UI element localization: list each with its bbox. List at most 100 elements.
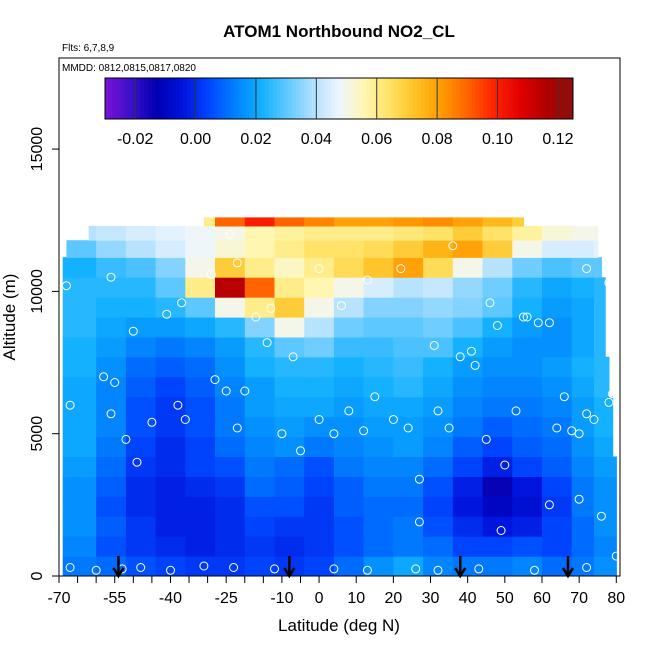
heatmap-cell bbox=[571, 456, 595, 477]
heatmap-cell bbox=[542, 396, 573, 418]
heatmap-cell bbox=[423, 476, 454, 497]
heatmap-cell bbox=[62, 257, 97, 278]
heatmap-cell bbox=[333, 277, 365, 298]
dates-label: MMDD: 0812,0815,0817,0820 bbox=[62, 63, 196, 74]
heatmap-cell bbox=[96, 297, 127, 318]
heatmap-cell bbox=[215, 277, 246, 298]
heatmap-cell bbox=[512, 225, 543, 241]
heatmap-cell bbox=[542, 476, 573, 497]
colorbar-segment bbox=[167, 78, 172, 119]
sample-point bbox=[485, 298, 495, 308]
heatmap-cell bbox=[333, 257, 365, 278]
heatmap-cell bbox=[274, 317, 305, 338]
sample-point bbox=[314, 415, 324, 424]
colorbar-segment bbox=[530, 78, 535, 119]
colorbar-segment bbox=[514, 78, 519, 119]
colorbar-segment bbox=[405, 78, 410, 119]
heatmap-cell bbox=[423, 416, 454, 438]
heatmap-cell bbox=[571, 356, 595, 378]
colorbar-segment bbox=[179, 78, 184, 119]
colorbar-segment bbox=[335, 78, 340, 119]
heatmap-cell bbox=[125, 396, 157, 418]
heatmap-cell bbox=[571, 476, 595, 497]
heatmap-cell bbox=[333, 436, 365, 457]
heatmap-cell bbox=[125, 277, 157, 298]
heatmap-cell bbox=[244, 456, 276, 477]
heatmap-cell bbox=[62, 496, 97, 517]
sample-point bbox=[530, 565, 539, 575]
heatmap-cell bbox=[393, 356, 424, 378]
colorbar-segment bbox=[366, 78, 371, 119]
y-tick-label: 10000 bbox=[29, 269, 46, 314]
heatmap-cell bbox=[542, 317, 573, 338]
heatmap-cell bbox=[333, 376, 365, 398]
heatmap-cell bbox=[571, 396, 595, 418]
colorbar-segment bbox=[565, 78, 570, 119]
heatmap-cell bbox=[512, 356, 543, 378]
heatmap-cell bbox=[512, 516, 543, 537]
colorbar-segment bbox=[424, 78, 430, 119]
heatmap-cell bbox=[185, 225, 216, 241]
sample-point bbox=[433, 565, 443, 575]
heatmap-cell bbox=[482, 536, 513, 557]
heatmap-cell bbox=[393, 536, 424, 557]
heatmap-cell bbox=[215, 217, 246, 227]
heatmap-cell bbox=[185, 516, 216, 537]
heatmap-cell bbox=[363, 416, 394, 438]
heatmap-cell bbox=[185, 240, 216, 258]
sample-point bbox=[132, 457, 142, 467]
heatmap-cell bbox=[96, 516, 127, 537]
heatmap-cell bbox=[482, 456, 513, 477]
colorbar-segment bbox=[569, 78, 574, 119]
heatmap-cell bbox=[594, 476, 617, 497]
colorbar-segment bbox=[132, 78, 137, 119]
heatmap-cell bbox=[512, 336, 543, 358]
heatmap-cell bbox=[215, 476, 246, 497]
heatmap-cell bbox=[274, 297, 305, 318]
heatmap-cell bbox=[88, 225, 97, 241]
heatmap-cell bbox=[542, 297, 573, 318]
heatmap-cell bbox=[274, 476, 305, 497]
colorbar-segment bbox=[534, 78, 539, 119]
colorbar-segment bbox=[350, 78, 356, 119]
colorbar-segment bbox=[268, 78, 274, 119]
chart-title: ATOM1 Northbound NO2_CL bbox=[223, 22, 455, 41]
heatmap-cell bbox=[393, 376, 424, 398]
heatmap-cell bbox=[452, 217, 484, 227]
heatmap-cell bbox=[542, 225, 573, 241]
heatmap-cell bbox=[393, 240, 424, 258]
colorbar-segment bbox=[432, 78, 437, 119]
heatmap-cell bbox=[482, 416, 513, 438]
sample-point bbox=[61, 281, 71, 291]
heatmap-cell bbox=[62, 297, 97, 318]
heatmap-cell bbox=[96, 257, 127, 278]
heatmap-cell bbox=[155, 456, 186, 477]
colorbar-segment bbox=[463, 78, 469, 119]
heatmap-cell bbox=[482, 556, 513, 576]
colorbar-segment bbox=[413, 78, 418, 119]
heatmap-cell bbox=[542, 496, 573, 517]
heatmap-cell bbox=[393, 317, 424, 338]
heatmap-cell bbox=[482, 356, 513, 378]
heatmap-cell bbox=[244, 336, 276, 358]
heatmap-cell bbox=[304, 225, 335, 241]
heatmap-cell bbox=[594, 536, 617, 557]
heatmap-cell bbox=[96, 416, 127, 438]
heatmap-cell bbox=[62, 536, 97, 557]
heatmap-cell bbox=[155, 396, 186, 418]
heatmap-cell bbox=[244, 436, 276, 457]
heatmap-cell bbox=[594, 277, 606, 298]
heatmap-cell bbox=[244, 225, 276, 241]
heatmap-cell bbox=[363, 496, 394, 517]
sample-point bbox=[121, 434, 131, 444]
heatmap-cell bbox=[96, 476, 127, 497]
heatmap-cell bbox=[482, 496, 513, 517]
heatmap-cell bbox=[274, 376, 305, 398]
colorbar-segment bbox=[225, 78, 231, 119]
colorbar-segment bbox=[549, 78, 554, 119]
x-tick-label: -70 bbox=[47, 590, 70, 607]
colorbar-segment bbox=[381, 78, 387, 119]
heatmap-cell bbox=[155, 516, 186, 537]
heatmap-cell bbox=[542, 257, 573, 278]
